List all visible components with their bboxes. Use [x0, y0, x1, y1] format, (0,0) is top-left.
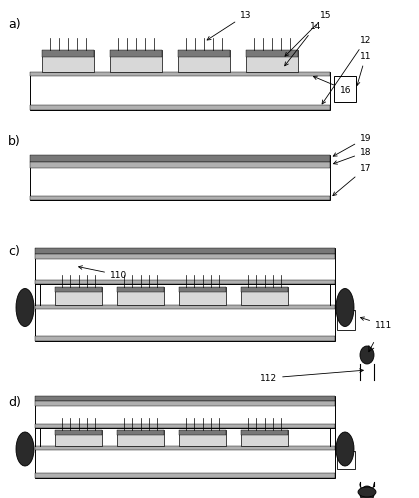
Bar [35, 254, 335, 259]
Bar [117, 430, 164, 435]
Bar [35, 446, 335, 478]
Bar [30, 196, 330, 200]
Bar [110, 50, 162, 57]
Bar [241, 287, 288, 292]
Bar [117, 430, 164, 446]
Bar [55, 287, 102, 305]
Text: 110: 110 [79, 266, 127, 279]
Bar [117, 287, 164, 305]
Text: 17: 17 [333, 163, 372, 196]
Bar [246, 50, 298, 72]
Ellipse shape [16, 432, 34, 466]
Text: 19: 19 [333, 133, 372, 156]
Text: 112: 112 [260, 369, 363, 382]
Bar [179, 287, 226, 305]
Text: 111: 111 [360, 317, 392, 330]
Bar [55, 430, 102, 446]
Bar [241, 287, 288, 305]
Bar [110, 50, 162, 72]
Bar [179, 430, 226, 446]
Bar [35, 248, 335, 254]
Ellipse shape [16, 288, 34, 327]
Text: a): a) [8, 18, 21, 31]
Text: 12: 12 [322, 35, 371, 104]
Bar [178, 50, 230, 57]
Bar [246, 50, 298, 57]
Text: d): d) [8, 396, 21, 409]
Ellipse shape [358, 487, 376, 497]
Bar [179, 287, 226, 292]
Bar [337, 310, 355, 330]
Text: c): c) [8, 245, 20, 258]
Ellipse shape [360, 486, 374, 498]
Ellipse shape [360, 346, 374, 364]
Bar [35, 396, 335, 401]
Bar [35, 280, 335, 284]
Text: 13: 13 [207, 10, 251, 40]
Bar [35, 336, 335, 341]
Bar [30, 162, 330, 168]
Bar [30, 72, 330, 110]
Ellipse shape [336, 432, 354, 466]
Text: 14: 14 [285, 21, 321, 66]
Bar [30, 72, 330, 76]
Text: 15: 15 [285, 10, 331, 56]
Bar [35, 424, 335, 428]
Text: 11: 11 [356, 51, 372, 86]
Ellipse shape [336, 288, 354, 327]
Bar [179, 430, 226, 435]
Bar [35, 305, 335, 341]
Bar [241, 430, 288, 435]
Bar [35, 401, 335, 406]
Bar [35, 248, 335, 284]
Bar [334, 76, 356, 102]
Bar [35, 305, 335, 309]
Text: 18: 18 [334, 147, 372, 164]
Bar [30, 155, 330, 200]
Bar [117, 287, 164, 292]
Bar [42, 50, 94, 57]
Bar [35, 446, 335, 450]
Bar [337, 451, 355, 469]
Bar [42, 50, 94, 72]
Bar [55, 287, 102, 292]
Bar [55, 430, 102, 435]
Bar [241, 430, 288, 446]
Text: b): b) [8, 135, 21, 148]
Bar [30, 155, 330, 162]
Text: 16: 16 [313, 76, 352, 95]
Bar [30, 105, 330, 110]
Bar [178, 50, 230, 72]
Bar [35, 396, 335, 428]
Bar [35, 473, 335, 478]
